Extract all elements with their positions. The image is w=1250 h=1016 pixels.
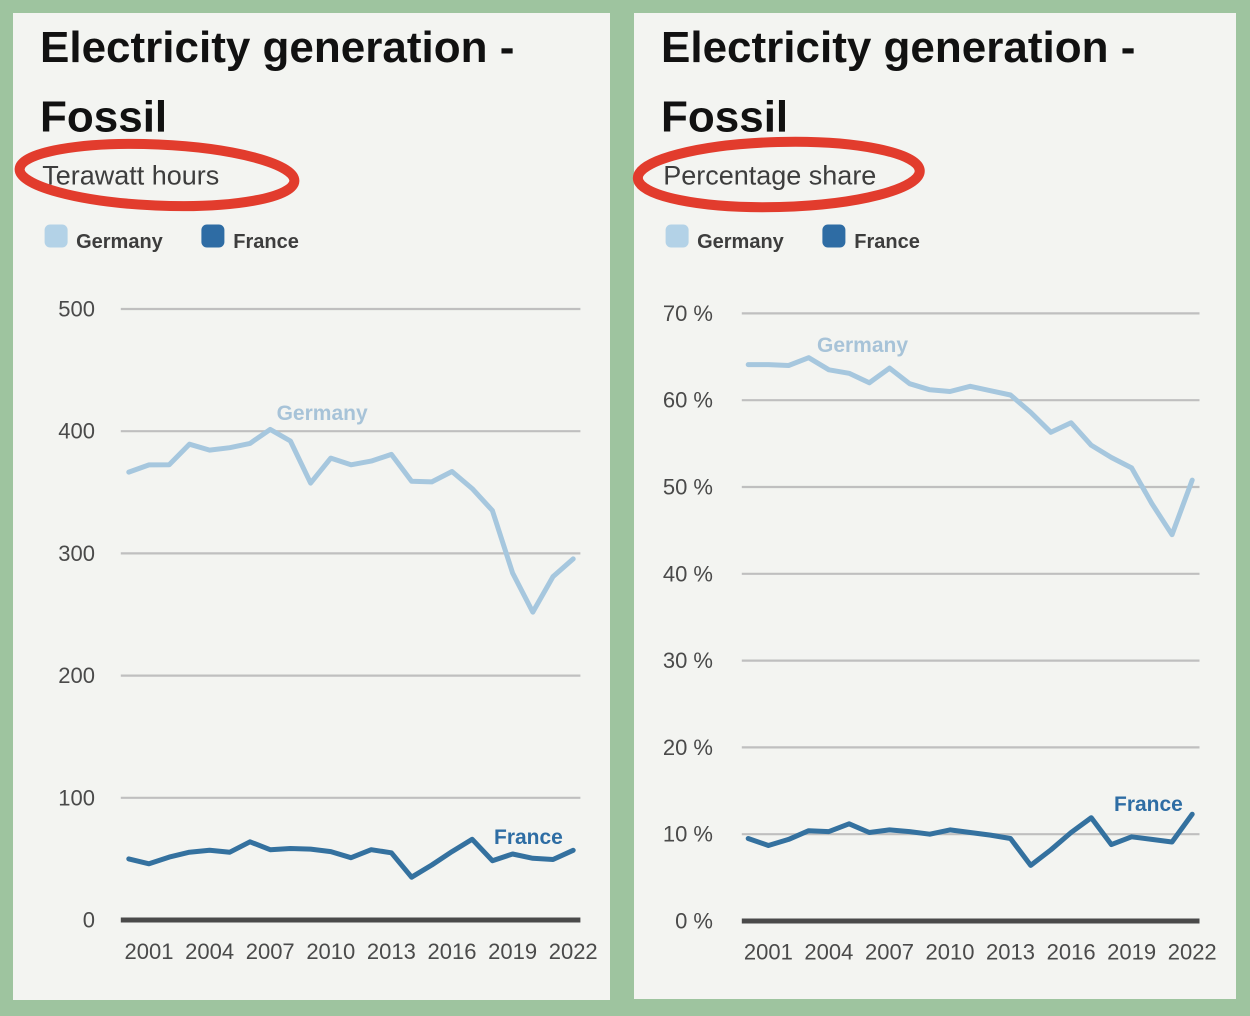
svg-text:2016: 2016 [428, 939, 477, 964]
svg-text:50 %: 50 % [663, 475, 713, 500]
svg-text:France: France [854, 231, 920, 253]
svg-text:2004: 2004 [185, 939, 234, 964]
svg-text:2022: 2022 [549, 939, 598, 964]
svg-text:Germany: Germany [817, 334, 908, 357]
svg-text:Germany: Germany [277, 402, 368, 425]
svg-text:2007: 2007 [865, 940, 914, 965]
svg-text:2022: 2022 [1168, 940, 1217, 965]
svg-text:2016: 2016 [1047, 940, 1096, 965]
svg-text:2010: 2010 [306, 939, 355, 964]
svg-text:Electricity generation -: Electricity generation - [661, 23, 1135, 72]
svg-text:Fossil: Fossil [40, 93, 167, 142]
svg-text:2013: 2013 [986, 940, 1035, 965]
svg-text:500: 500 [58, 297, 95, 322]
svg-text:2001: 2001 [125, 939, 174, 964]
svg-text:France: France [233, 231, 299, 253]
svg-text:300: 300 [58, 541, 95, 566]
svg-text:Fossil: Fossil [661, 93, 788, 142]
svg-text:0 %: 0 % [675, 909, 713, 934]
svg-text:2013: 2013 [367, 939, 416, 964]
svg-text:70 %: 70 % [663, 301, 713, 326]
svg-text:Percentage share: Percentage share [663, 161, 876, 191]
svg-text:200: 200 [58, 663, 95, 688]
svg-text:10 %: 10 % [663, 822, 713, 847]
svg-text:100: 100 [58, 785, 95, 810]
svg-text:40 %: 40 % [663, 561, 713, 586]
svg-text:2007: 2007 [246, 939, 295, 964]
svg-text:France: France [494, 826, 563, 849]
svg-text:0: 0 [83, 908, 95, 933]
svg-text:30 %: 30 % [663, 648, 713, 673]
svg-text:2019: 2019 [488, 939, 537, 964]
svg-text:2001: 2001 [744, 940, 793, 965]
svg-text:400: 400 [58, 419, 95, 444]
svg-text:20 %: 20 % [663, 735, 713, 760]
svg-text:2004: 2004 [804, 940, 853, 965]
svg-text:Germany: Germany [697, 231, 785, 253]
svg-text:2019: 2019 [1107, 940, 1156, 965]
svg-text:2010: 2010 [926, 940, 975, 965]
svg-text:Terawatt hours: Terawatt hours [42, 161, 219, 191]
svg-text:Electricity generation -: Electricity generation - [40, 23, 514, 72]
svg-text:Germany: Germany [76, 231, 164, 253]
svg-text:France: France [1114, 793, 1183, 816]
svg-text:60 %: 60 % [663, 388, 713, 413]
